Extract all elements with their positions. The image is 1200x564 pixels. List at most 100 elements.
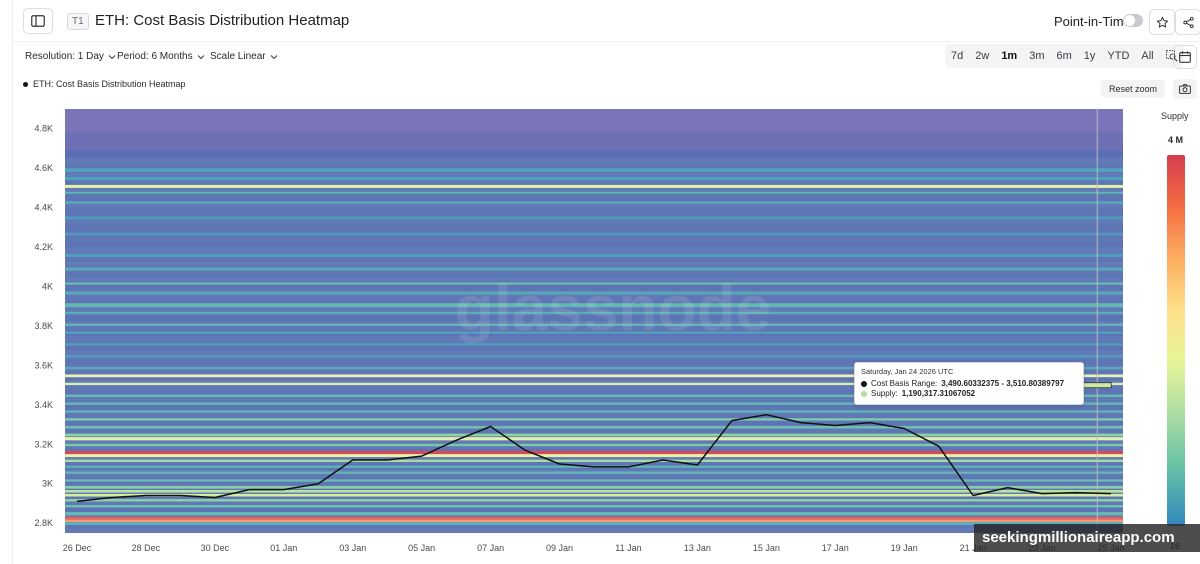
heatmap-band — [65, 323, 1123, 326]
heatmap-band — [65, 109, 1123, 133]
series-legend[interactable]: ETH: Cost Basis Distribution Heatmap — [23, 79, 186, 89]
heatmap-texture-band — [65, 385, 1123, 391]
heatmap-texture-band — [65, 419, 1123, 425]
legend-label: ETH: Cost Basis Distribution Heatmap — [33, 79, 186, 89]
heatmap-band — [65, 516, 1123, 520]
heatmap-texture-band — [65, 429, 1123, 435]
heatmap-texture-band — [65, 271, 1123, 277]
heatmap-texture-band — [65, 360, 1123, 366]
y-tick-label: 4K — [42, 281, 53, 291]
heatmap-band — [65, 201, 1123, 204]
heatmap-band — [65, 303, 1123, 308]
heatmap-texture-band — [65, 212, 1123, 218]
range-all-button[interactable]: All — [1141, 50, 1154, 62]
x-tick-label: 05 Jan — [408, 543, 435, 553]
x-tick-label: 30 Dec — [201, 543, 230, 553]
heatmap-texture-band — [65, 434, 1123, 440]
range-3m-button[interactable]: 3m — [1029, 50, 1045, 62]
heatmap-band — [65, 374, 1123, 378]
heatmap-texture-band — [65, 508, 1123, 514]
share-icon — [1182, 16, 1194, 28]
resolution-label: Resolution: 1 Day — [25, 51, 104, 62]
point-in-time-toggle[interactable] — [1123, 14, 1143, 27]
heatmap-band — [65, 454, 1123, 458]
heatmap-band — [65, 382, 1123, 386]
zoom-select-button[interactable] — [1160, 44, 1184, 68]
heatmap-texture-band — [65, 473, 1123, 479]
heatmap-texture-band — [65, 394, 1123, 400]
x-tick-label: 09 Jan — [546, 543, 573, 553]
heatmap-texture-band — [65, 163, 1123, 169]
heatmap-texture-band — [65, 350, 1123, 356]
heatmap-band — [65, 184, 1123, 188]
heatmap-band — [65, 522, 1123, 526]
favorite-button[interactable] — [1149, 9, 1175, 35]
chart-header: T1 ETH: Cost Basis Distribution Heatmap … — [13, 0, 1200, 42]
chart-toolbar: Resolution: 1 Day Period: 6 Months Scale… — [13, 44, 1200, 72]
x-tick-label: 07 Jan — [477, 543, 504, 553]
heatmap-texture-band — [65, 227, 1123, 233]
heatmap-texture-band — [65, 247, 1123, 252]
heatmap-texture-band — [65, 414, 1123, 420]
heatmap-texture-band — [65, 192, 1123, 198]
range-1y-button[interactable]: 1y — [1083, 50, 1096, 62]
heatmap-texture-band — [65, 316, 1123, 321]
chart-title: ETH: Cost Basis Distribution Heatmap — [95, 12, 350, 29]
heatmap-texture-band — [65, 468, 1123, 474]
tooltip-supply-row: Supply: 1,190,317.31067052 — [861, 389, 1077, 398]
heatmap-chart[interactable]: glassnode 2.8K 3K 3.2K 3.4K 3.6K 3.8K 4K 4.2K 4.… — [13, 0, 1200, 564]
heatmap-texture-band — [65, 306, 1123, 312]
period-dropdown[interactable]: Period: 6 Months — [117, 51, 205, 62]
scale-dropdown[interactable]: Scale Linear — [210, 51, 278, 62]
heatmap-texture-band — [65, 242, 1123, 248]
heatmap-texture-band — [65, 370, 1123, 376]
heatmap-texture-band — [65, 345, 1123, 351]
heatmap-band — [65, 177, 1123, 180]
heatmap-texture-band — [65, 178, 1123, 183]
heatmap-texture-band — [65, 523, 1123, 529]
x-tick-label: 01 Jan — [270, 543, 297, 553]
range-ytd-button[interactable]: YTD — [1107, 50, 1130, 62]
screenshot-button[interactable] — [1173, 79, 1197, 99]
camera-icon — [1179, 84, 1191, 94]
heatmap-band — [65, 443, 1123, 447]
y-tick-label: 3.4K — [34, 400, 53, 410]
heatmap-band — [65, 168, 1123, 173]
calendar-button[interactable] — [1173, 45, 1197, 69]
tooltip-supply-dot — [861, 390, 867, 397]
heatmap-texture-band — [65, 390, 1123, 395]
heatmap-band — [65, 519, 1123, 523]
site-watermark-overlay: seekingmillionaireapp.com — [974, 524, 1200, 552]
star-icon — [1156, 16, 1168, 28]
heatmap-band — [65, 366, 1123, 370]
tooltip-range-row: Cost Basis Range: 3,490.60332375 - 3,510… — [861, 379, 1077, 388]
heatmap-texture-band — [65, 375, 1123, 381]
reset-zoom-button[interactable]: Reset zoom — [1101, 80, 1165, 98]
heatmap-band — [65, 394, 1123, 397]
share-button[interactable] — [1175, 9, 1200, 35]
heatmap-band — [65, 450, 1123, 455]
x-tick-label: 11 Jan — [615, 543, 641, 553]
heatmap-band — [65, 504, 1123, 508]
heatmap-band — [65, 410, 1123, 413]
heatmap-texture-band — [65, 325, 1123, 331]
sidebar-toggle-button[interactable] — [23, 8, 53, 34]
resolution-dropdown[interactable]: Resolution: 1 Day — [25, 51, 116, 62]
y-tick-label: 4.6K — [34, 163, 53, 173]
heatmap-band — [65, 191, 1123, 194]
tooltip-range-label: Cost Basis Range: — [871, 379, 938, 388]
heatmap-texture-band — [65, 399, 1123, 405]
heatmap-texture-band — [65, 187, 1123, 193]
x-tick-label: 21 Jan — [960, 543, 987, 553]
toggle-knob — [1124, 15, 1135, 26]
range-7d-button[interactable]: 7d — [951, 50, 964, 62]
range-1m-button[interactable]: 1m — [1001, 50, 1018, 62]
heatmap-band — [65, 331, 1123, 334]
y-tick-label: 3K — [42, 479, 53, 489]
tier-badge: T1 — [67, 13, 89, 30]
range-2w-button[interactable]: 2w — [975, 50, 990, 62]
range-6m-button[interactable]: 6m — [1056, 50, 1072, 62]
heatmap-band — [65, 426, 1123, 429]
colorbar-gradient[interactable] — [1167, 155, 1185, 526]
heatmap-texture-band — [65, 222, 1123, 228]
